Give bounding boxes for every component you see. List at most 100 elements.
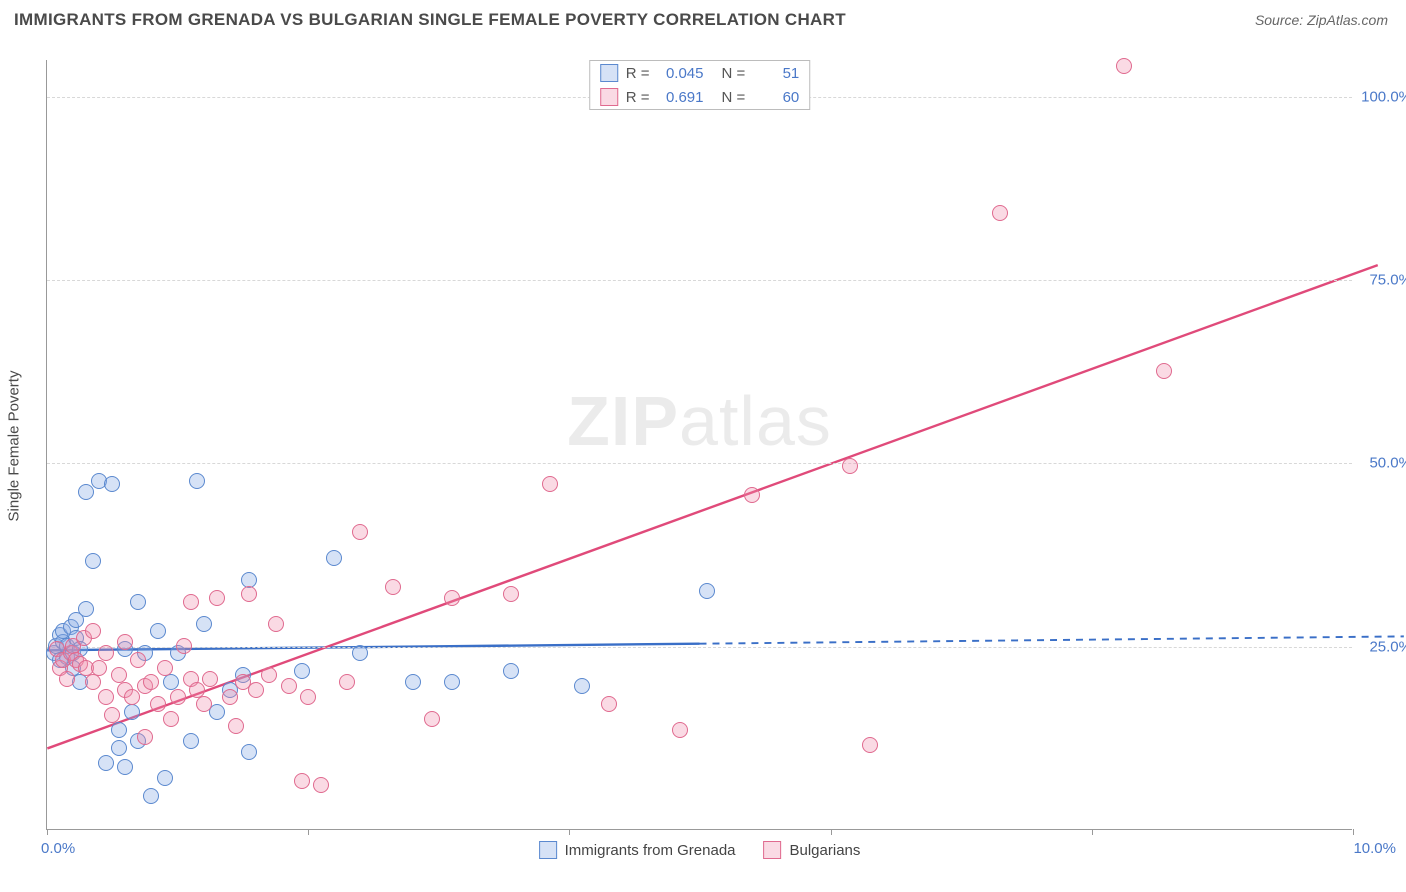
data-point-grenada — [405, 674, 421, 690]
data-point-bulgarians — [104, 707, 120, 723]
data-point-bulgarians — [744, 487, 760, 503]
trend-lines — [47, 60, 1352, 829]
data-point-bulgarians — [281, 678, 297, 694]
data-point-bulgarians — [209, 590, 225, 606]
data-point-bulgarians — [444, 590, 460, 606]
data-point-grenada — [143, 788, 159, 804]
chart-plot-area: ZIPatlas R =0.045N =51R =0.691N =60 Immi… — [46, 60, 1352, 830]
gridline-h — [47, 280, 1352, 281]
swatch-grenada — [600, 64, 618, 82]
x-tick — [569, 829, 570, 835]
legend-label: Immigrants from Grenada — [565, 842, 736, 859]
data-point-grenada — [241, 572, 257, 588]
x-tick-label: 10.0% — [1353, 840, 1396, 857]
data-point-bulgarians — [91, 660, 107, 676]
data-point-grenada — [444, 674, 460, 690]
data-point-grenada — [574, 678, 590, 694]
watermark: ZIPatlas — [567, 381, 832, 461]
data-point-bulgarians — [196, 696, 212, 712]
data-point-grenada — [111, 722, 127, 738]
data-point-grenada — [85, 553, 101, 569]
legend-r-value: 0.045 — [658, 65, 704, 82]
data-point-bulgarians — [424, 711, 440, 727]
data-point-bulgarians — [143, 674, 159, 690]
data-point-bulgarians — [294, 773, 310, 789]
data-point-bulgarians — [261, 667, 277, 683]
data-point-bulgarians — [170, 689, 186, 705]
legend-correlation: R =0.045N =51R =0.691N =60 — [589, 60, 811, 110]
data-point-bulgarians — [150, 696, 166, 712]
legend-n-value: 51 — [753, 65, 799, 82]
data-point-bulgarians — [111, 667, 127, 683]
data-point-grenada — [130, 594, 146, 610]
source-label: Source: ZipAtlas.com — [1255, 12, 1388, 28]
data-point-bulgarians — [1156, 363, 1172, 379]
data-point-bulgarians — [339, 674, 355, 690]
data-point-grenada — [241, 744, 257, 760]
legend-series: Immigrants from Grenada Bulgarians — [539, 841, 861, 859]
data-point-grenada — [124, 704, 140, 720]
y-axis-title: Single Female Poverty — [6, 371, 23, 522]
data-point-bulgarians — [542, 476, 558, 492]
y-tick-label: 100.0% — [1357, 88, 1406, 105]
data-point-bulgarians — [601, 696, 617, 712]
data-point-grenada — [150, 623, 166, 639]
data-point-bulgarians — [59, 671, 75, 687]
data-point-grenada — [78, 484, 94, 500]
data-point-bulgarians — [228, 718, 244, 734]
x-tick — [831, 829, 832, 835]
legend-row-grenada: R =0.045N =51 — [590, 61, 810, 85]
data-point-grenada — [78, 601, 94, 617]
x-tick-label: 0.0% — [41, 840, 75, 857]
data-point-bulgarians — [300, 689, 316, 705]
y-tick-label: 25.0% — [1357, 638, 1406, 655]
data-point-grenada — [294, 663, 310, 679]
data-point-bulgarians — [137, 729, 153, 745]
data-point-bulgarians — [98, 645, 114, 661]
data-point-grenada — [503, 663, 519, 679]
legend-item-grenada: Immigrants from Grenada — [539, 841, 736, 859]
swatch-bulgarians — [600, 88, 618, 106]
data-point-bulgarians — [672, 722, 688, 738]
gridline-h — [47, 463, 1352, 464]
legend-row-bulgarians: R =0.691N =60 — [590, 85, 810, 109]
data-point-bulgarians — [157, 660, 173, 676]
y-tick-label: 75.0% — [1357, 272, 1406, 289]
data-point-grenada — [189, 473, 205, 489]
data-point-grenada — [111, 740, 127, 756]
chart-title: IMMIGRANTS FROM GRENADA VS BULGARIAN SIN… — [14, 10, 846, 30]
data-point-bulgarians — [163, 711, 179, 727]
legend-item-bulgarians: Bulgarians — [764, 841, 861, 859]
legend-r-label: R = — [626, 65, 650, 82]
data-point-grenada — [183, 733, 199, 749]
data-point-bulgarians — [1116, 58, 1132, 74]
x-tick — [1092, 829, 1093, 835]
legend-r-label: R = — [626, 89, 650, 106]
legend-n-value: 60 — [753, 89, 799, 106]
legend-label: Bulgarians — [790, 842, 861, 859]
x-tick — [47, 829, 48, 835]
data-point-bulgarians — [85, 674, 101, 690]
data-point-grenada — [326, 550, 342, 566]
data-point-bulgarians — [313, 777, 329, 793]
data-point-bulgarians — [130, 652, 146, 668]
data-point-bulgarians — [189, 682, 205, 698]
data-point-bulgarians — [842, 458, 858, 474]
data-point-grenada — [117, 759, 133, 775]
data-point-bulgarians — [85, 623, 101, 639]
data-point-bulgarians — [222, 689, 238, 705]
data-point-bulgarians — [503, 586, 519, 602]
data-point-grenada — [98, 755, 114, 771]
gridline-h — [47, 647, 1352, 648]
data-point-bulgarians — [248, 682, 264, 698]
data-point-grenada — [352, 645, 368, 661]
data-point-bulgarians — [183, 594, 199, 610]
y-tick-label: 50.0% — [1357, 455, 1406, 472]
swatch-grenada — [539, 841, 557, 859]
x-tick — [1353, 829, 1354, 835]
data-point-grenada — [699, 583, 715, 599]
x-tick — [308, 829, 309, 835]
data-point-bulgarians — [117, 634, 133, 650]
data-point-grenada — [104, 476, 120, 492]
data-point-bulgarians — [202, 671, 218, 687]
